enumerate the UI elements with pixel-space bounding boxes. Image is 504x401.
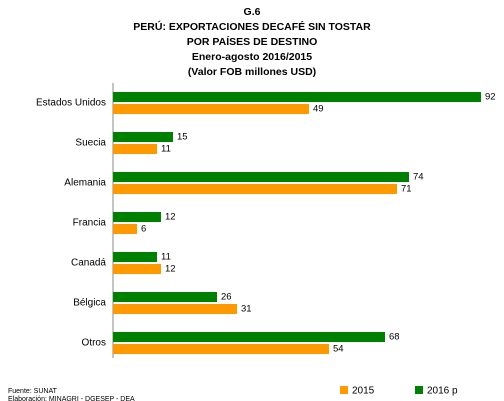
- footnote: Elaboración: MINAGRI - DGESEP - DEA: [8, 396, 135, 401]
- value-label: 12: [165, 212, 176, 223]
- bar: [113, 144, 157, 154]
- legend-swatch: [340, 386, 348, 394]
- value-label: 54: [333, 344, 344, 355]
- value-label: 26: [221, 292, 232, 303]
- category-label: Otros: [82, 338, 106, 349]
- bar: [113, 132, 173, 142]
- value-label: 68: [389, 332, 400, 343]
- value-label: 11: [161, 144, 171, 155]
- bar: [113, 252, 157, 262]
- value-label: 74: [413, 172, 424, 183]
- bar: [113, 292, 217, 302]
- chart-title: (Valor FOB millones USD): [188, 66, 316, 78]
- category-label: Estados Unidos: [36, 98, 106, 109]
- bar: [113, 92, 481, 102]
- category-label: Canadá: [71, 258, 106, 269]
- chart-title: G.6: [244, 6, 261, 18]
- legend-label: 2016 p: [427, 386, 458, 397]
- legend-label: 2015: [352, 386, 375, 397]
- bar: [113, 264, 161, 274]
- value-label: 92: [485, 92, 496, 103]
- footnote: Fuente: SUNAT: [8, 388, 58, 395]
- chart-title: Enero-agosto 2016/2015: [192, 51, 312, 63]
- bar: [113, 104, 309, 114]
- value-label: 15: [177, 132, 188, 143]
- bar: [113, 224, 137, 234]
- value-label: 49: [313, 104, 324, 115]
- chart-title: POR PAÍSES DE DESTINO: [187, 35, 318, 48]
- category-label: Bélgica: [73, 298, 106, 309]
- value-label: 6: [141, 224, 146, 235]
- bar: [113, 172, 409, 182]
- bar: [113, 344, 329, 354]
- value-label: 31: [241, 304, 252, 315]
- category-label: Francia: [73, 218, 107, 229]
- bar: [113, 184, 397, 194]
- bar: [113, 304, 237, 314]
- value-label: 71: [401, 184, 412, 195]
- value-label: 11: [161, 252, 171, 263]
- category-label: Alemania: [64, 178, 106, 189]
- category-label: Suecia: [75, 138, 106, 149]
- bar: [113, 332, 385, 342]
- chart-title: PERÚ: EXPORTACIONES DECAFÉ SIN TOSTAR: [133, 20, 371, 33]
- value-label: 12: [165, 264, 176, 275]
- legend-swatch: [415, 386, 423, 394]
- bar: [113, 212, 161, 222]
